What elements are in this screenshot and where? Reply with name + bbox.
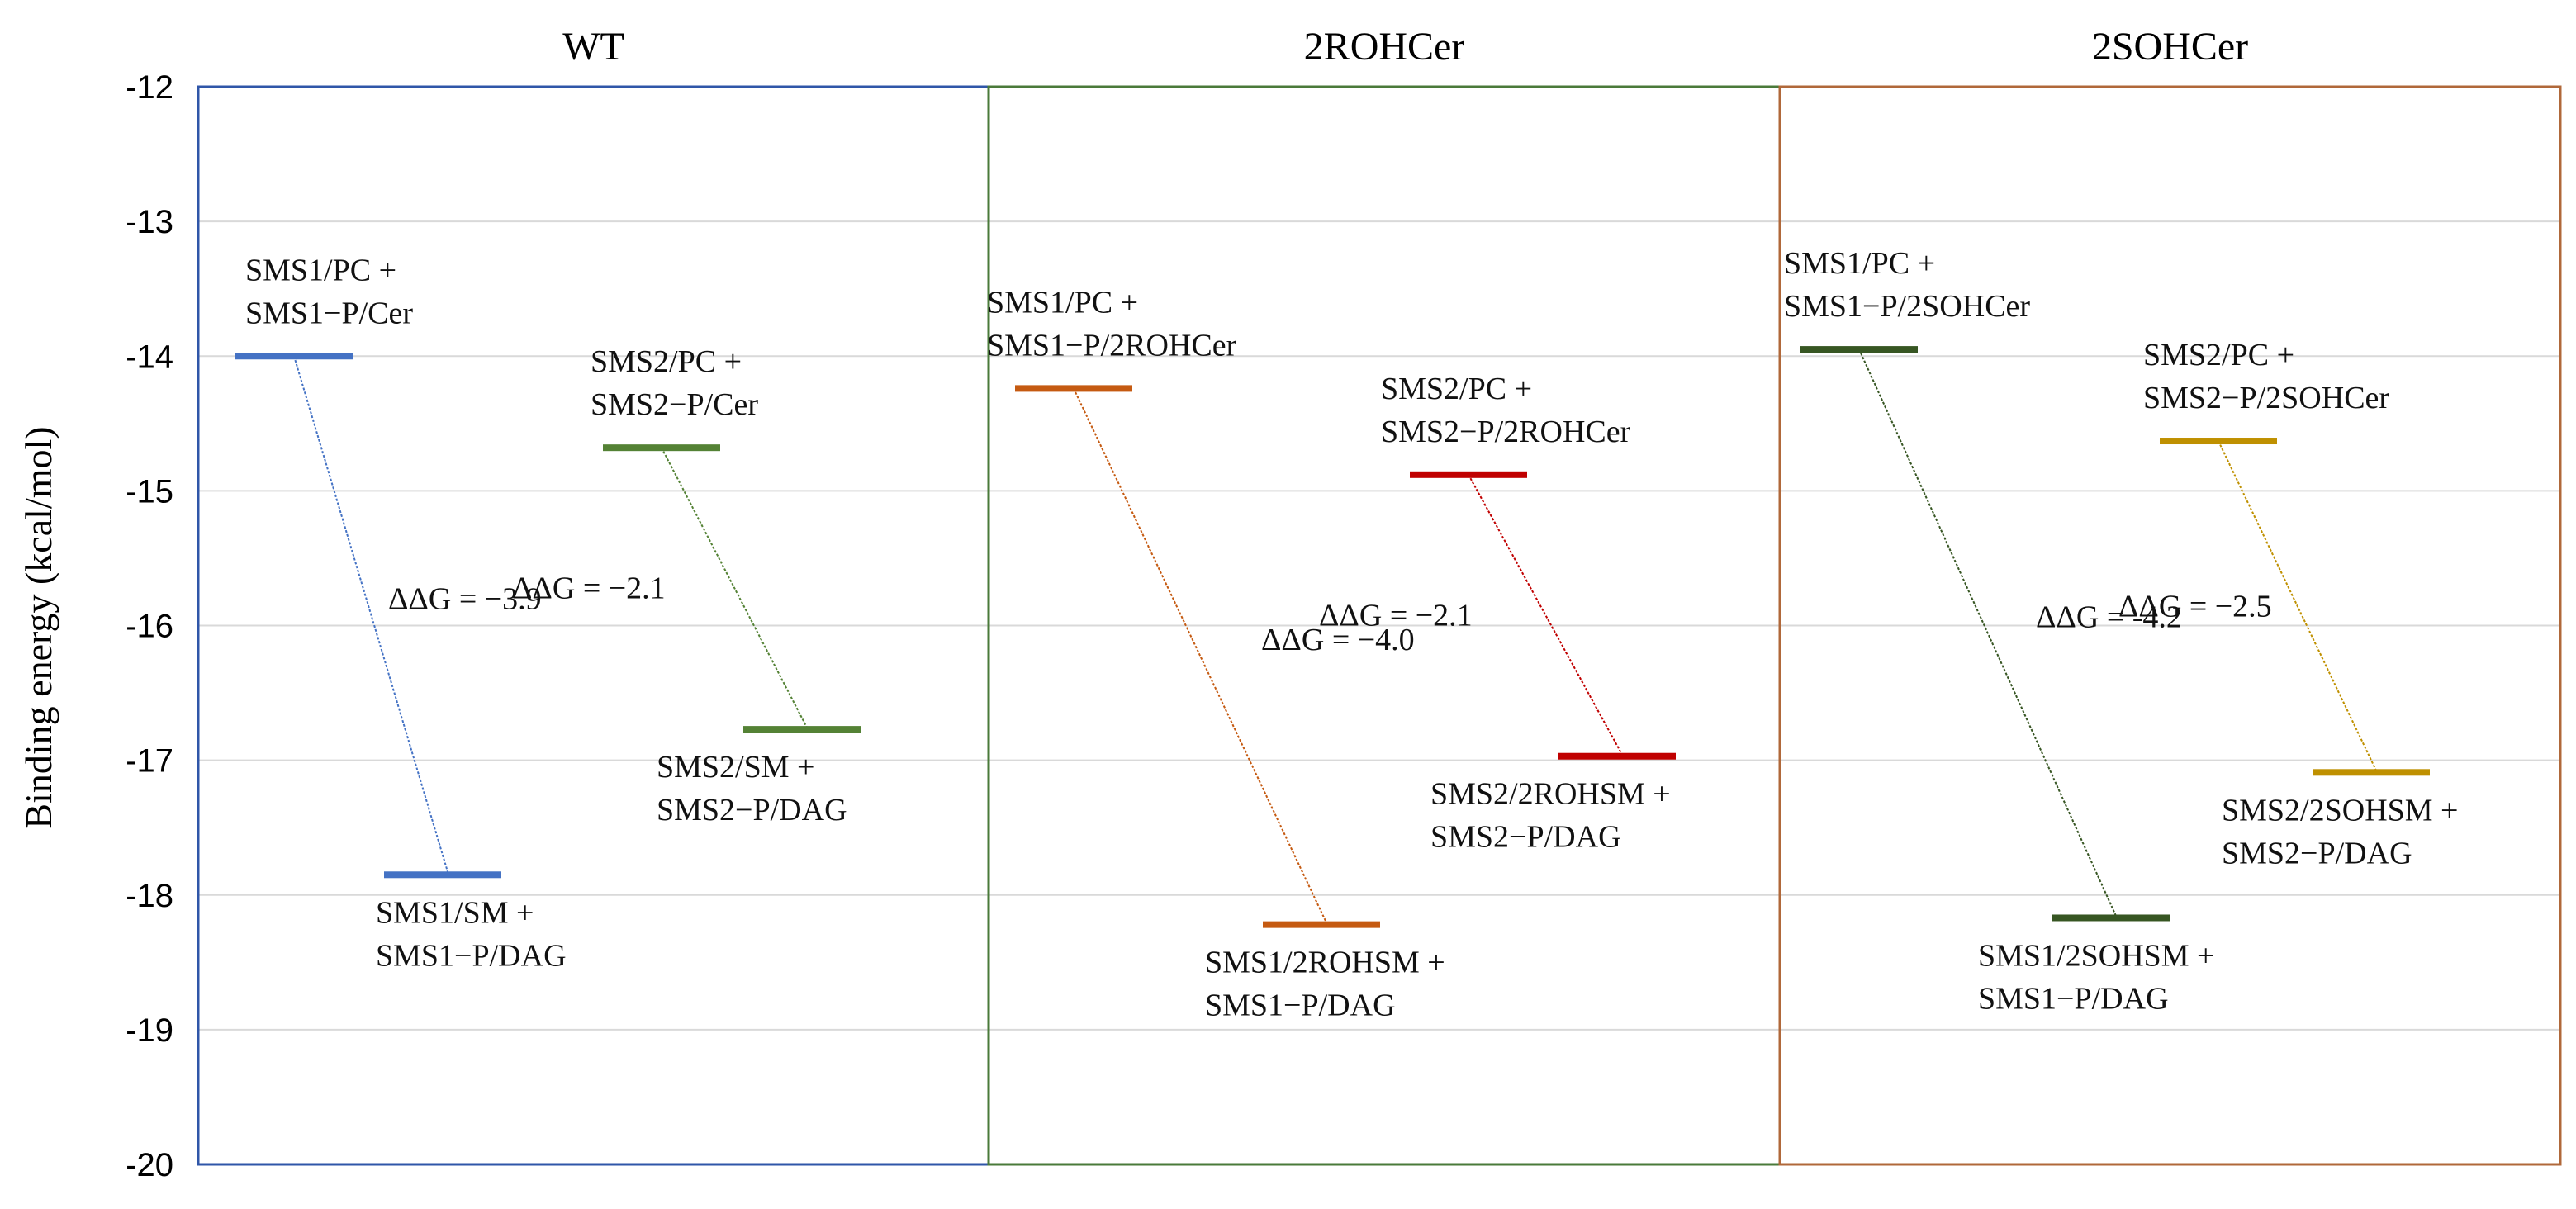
transition-line	[293, 355, 450, 875]
energy-pair: SMS1/PC + SMS1−P/2SOHCer SMS1/2SOHSM + SMS1…	[1784, 246, 2214, 1016]
final-level-bar	[384, 871, 501, 879]
initial-state-label: SMS2−P/2SOHCer	[2143, 381, 2389, 415]
final-state-label: SMS1/SM +	[376, 895, 534, 930]
final-level-bar	[743, 726, 861, 733]
energy-pair: SMS1/PC + SMS1−P/2ROHCer SMS1/2ROHSM + SMS1…	[987, 285, 1445, 1022]
initial-state-label: SMS1/PC +	[245, 253, 396, 287]
panel-frames	[197, 85, 2562, 1166]
energy-pair: SMS2/PC + SMS2−P/Cer SMS2/SM + SMS2−P/DAG ΔΔ…	[512, 344, 861, 827]
initial-state-label: SMS2−P/2ROHCer	[1381, 415, 1631, 449]
y-tick-label: -15	[126, 473, 173, 510]
initial-state-label: SMS1−P/2ROHCer	[987, 328, 1237, 363]
initial-state-label: SMS1/PC +	[1784, 246, 1935, 281]
initial-state-label: SMS2/PC +	[591, 344, 742, 379]
panel-frame	[1778, 85, 2562, 1166]
panel-title: WT	[562, 25, 624, 69]
energy-pair: SMS2/PC + SMS2−P/2ROHCer SMS2/2ROHSM + SMS2…	[1319, 372, 1676, 855]
initial-state-label: SMS1/PC +	[987, 285, 1138, 320]
y-tick-label: -14	[126, 339, 173, 375]
energy-pair: SMS2/PC + SMS2−P/2SOHCer SMS2/2SOHSM + SMS2…	[2118, 338, 2458, 870]
initial-level-bar	[1410, 471, 1527, 478]
transition-line	[661, 447, 809, 730]
final-level-bar	[1558, 752, 1676, 760]
y-tick-label: -12	[126, 69, 173, 106]
final-state-label: SMS1−P/DAG	[1205, 989, 1396, 1023]
initial-level-bar	[1015, 385, 1132, 392]
y-tick-label: -18	[126, 878, 173, 914]
initial-state-label: SMS2/PC +	[2143, 338, 2294, 372]
final-state-label: SMS1/2SOHSM +	[1978, 938, 2214, 973]
final-level-bar	[2052, 914, 2170, 922]
y-tick-label: -17	[126, 743, 173, 780]
transition-line	[1858, 348, 2118, 918]
energy-pairs: SMS1/PC + SMS1−P/Cer SMS1/SM + SMS1−P/DAG ΔΔ…	[235, 246, 2458, 1023]
final-state-label: SMS1/2ROHSM +	[1205, 946, 1445, 980]
final-state-label: SMS1−P/DAG	[1978, 981, 2169, 1016]
ddg-label: ΔΔG = −3.9	[388, 581, 542, 616]
y-tick-label: -20	[126, 1147, 173, 1183]
final-state-label: SMS2/2ROHSM +	[1430, 777, 1671, 812]
initial-level-bar	[235, 353, 353, 360]
energy-pair: SMS1/PC + SMS1−P/Cer SMS1/SM + SMS1−P/DAG ΔΔ…	[235, 253, 567, 973]
initial-level-bar	[2160, 438, 2277, 445]
y-axis-label: Binding energy (kcal/mol)	[17, 426, 59, 828]
initial-level-bar	[603, 444, 720, 452]
final-state-label: SMS2−P/DAG	[657, 793, 847, 827]
ddg-label: ΔΔG = −2.1	[1319, 598, 1473, 633]
initial-state-label: SMS2/PC +	[1381, 372, 1532, 406]
final-state-label: SMS1−P/DAG	[376, 938, 567, 973]
initial-state-label: SMS2−P/Cer	[591, 387, 758, 422]
gridlines	[198, 220, 2560, 1031]
final-level-bar	[2313, 769, 2430, 776]
initial-state-label: SMS1−P/Cer	[245, 296, 413, 330]
ddg-label: ΔΔG = −2.5	[2118, 590, 2272, 624]
final-level-bar	[1263, 921, 1380, 928]
ddg-label: ΔΔG = −2.1	[512, 571, 666, 606]
final-state-label: SMS2/2SOHSM +	[2222, 793, 2458, 827]
ddg-label: ΔΔG = −4.0	[1261, 623, 1415, 657]
panel-title: 2SOHCer	[2092, 25, 2248, 69]
initial-state-label: SMS1−P/2SOHCer	[1784, 289, 2030, 324]
transition-line	[1468, 474, 1624, 757]
final-state-label: SMS2−P/DAG	[1430, 820, 1621, 855]
final-state-label: SMS2−P/DAG	[2222, 836, 2412, 870]
transition-line	[2218, 440, 2379, 773]
ddg-label: ΔΔG = -4.2	[2036, 600, 2182, 634]
final-state-label: SMS2/SM +	[657, 750, 814, 785]
panel-title: 2ROHCer	[1304, 25, 1465, 69]
initial-level-bar	[1800, 346, 1918, 353]
y-axis-ticks: -12 -13 -14 -15 -16 -17 -18 -19 -20	[126, 69, 173, 1183]
y-tick-label: -13	[126, 204, 173, 240]
y-tick-label: -19	[126, 1012, 173, 1049]
y-tick-label: -16	[126, 609, 173, 645]
panel-titles: WT 2ROHCer 2SOHCer	[562, 25, 2248, 69]
